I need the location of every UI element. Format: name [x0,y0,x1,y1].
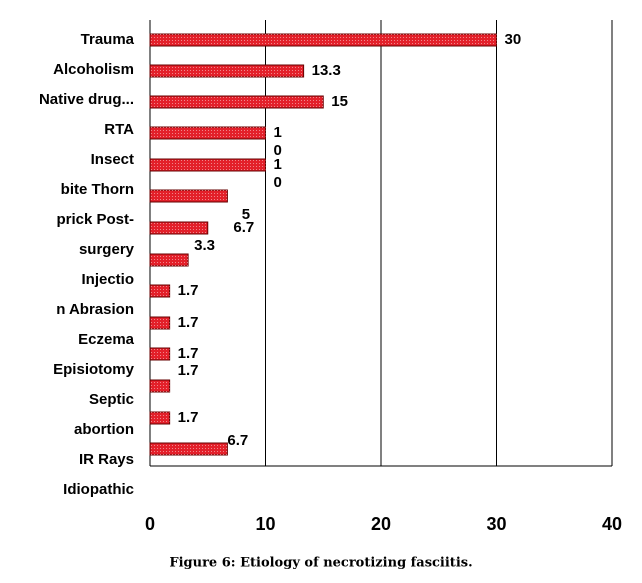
bar-texture [150,317,170,329]
bar-texture [150,380,170,392]
y-label: Trauma [81,31,135,48]
x-tick-label: 30 [486,514,506,534]
y-label: surgery [79,241,135,258]
bar-texture [150,348,170,360]
bar-texture [150,159,266,171]
x-tick-label: 20 [371,514,391,534]
y-label: Insect [91,151,134,168]
value-label: 30 [505,31,522,48]
bar-texture [150,127,266,139]
y-label: RTA [104,121,134,138]
value-label: 6.7 [227,432,248,449]
bar-texture [150,190,228,202]
y-label: Alcoholism [53,61,134,78]
y-label: abortion [74,421,134,438]
value-label: 1.7 [178,409,199,426]
x-tick-label: 10 [255,514,275,534]
x-tick-label: 40 [602,514,622,534]
bar-texture [150,96,324,108]
bar-texture [150,285,170,297]
y-label: Idiopathic [63,481,134,498]
caption: Figure 6: Etiology of necrotizing fascii… [169,556,472,571]
y-label: Eczema [78,331,135,348]
value-label: 1.7 [178,282,199,299]
x-tick-label: 0 [145,514,155,534]
y-label: Injectio [81,271,134,288]
value-label: 15 [331,93,348,110]
bar-texture [150,254,189,266]
value-label-line: 0 [274,142,282,159]
value-label: 5 [242,206,250,223]
bar-texture [150,412,170,424]
value-label: 3.3 [194,237,215,254]
value-label: 13.3 [312,62,341,79]
value-label-line: 1 [274,124,282,141]
value-label-line: 0 [274,174,282,191]
y-label: prick Post- [56,211,134,228]
y-label: Native drug... [39,91,134,108]
value-label-line: 1 [274,156,282,173]
y-label: Episiotomy [53,361,135,378]
y-label: IR Rays [79,451,134,468]
value-label: 6.7 [233,219,254,236]
value-label: 1.7 [178,362,199,379]
y-label: n Abrasion [56,301,134,318]
bar-texture [150,222,208,234]
value-label: 1.7 [178,345,199,362]
bar-texture [150,65,304,77]
bar-texture [150,34,497,46]
y-label: bite Thorn [61,181,134,198]
bar-texture [150,443,228,455]
y-label: Septic [89,391,134,408]
value-label: 1.7 [178,314,199,331]
